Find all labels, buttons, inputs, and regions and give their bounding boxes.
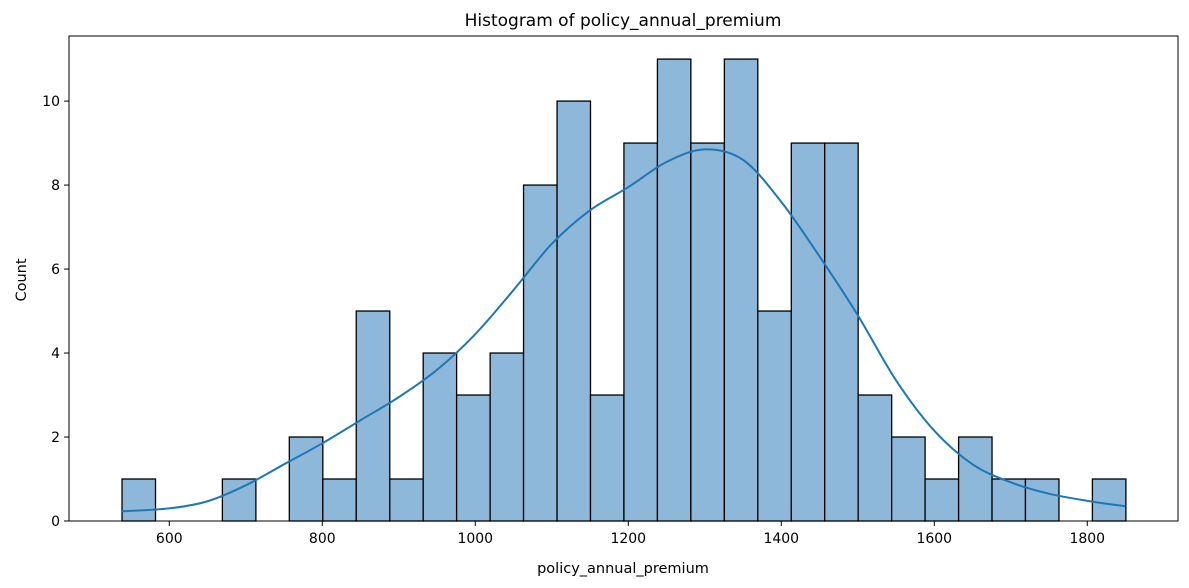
x-tick-label: 1200 <box>610 531 646 547</box>
x-tick-label: 800 <box>309 531 336 547</box>
histogram-bar <box>656 58 692 522</box>
histogram-bar <box>723 58 759 522</box>
histogram-bar <box>790 142 826 522</box>
chart-title: Histogram of policy_annual_premium <box>465 11 782 31</box>
histogram-bar <box>690 142 726 522</box>
y-tick-label: 2 <box>51 430 60 446</box>
histogram-bar <box>757 310 792 522</box>
x-axis-ticks: 600 800 1000 1200 1400 1600 1800 <box>156 521 1105 547</box>
x-tick-label: 1400 <box>763 531 799 547</box>
histogram-bar <box>489 352 525 522</box>
histogram-bar <box>924 478 960 522</box>
histogram-bar <box>824 142 859 522</box>
histogram-bar <box>891 436 926 522</box>
histogram-bar <box>623 142 659 522</box>
histogram-bar <box>288 436 324 522</box>
bars-group <box>121 58 1127 522</box>
x-tick-label: 1000 <box>457 531 493 547</box>
histogram-bar <box>389 478 424 522</box>
histogram-bar <box>121 478 157 522</box>
y-tick-label: 10 <box>42 94 60 110</box>
x-tick-label: 1600 <box>916 531 952 547</box>
histogram-bar <box>1024 478 1060 522</box>
histogram-bar <box>1091 478 1127 522</box>
y-axis-ticks: 0 2 4 6 8 10 <box>42 94 69 530</box>
histogram-bar <box>957 436 993 522</box>
y-tick-label: 0 <box>51 514 60 530</box>
y-tick-label: 4 <box>51 346 60 362</box>
histogram-bar <box>221 478 257 522</box>
y-tick-label: 6 <box>51 262 60 278</box>
plot-frame <box>68 35 1179 522</box>
histogram-bar <box>322 478 357 522</box>
histogram-bar <box>522 184 558 522</box>
y-axis-label: Count <box>14 258 30 301</box>
y-tick-label: 8 <box>51 178 60 194</box>
x-tick-label: 600 <box>156 531 183 547</box>
histogram-bar <box>857 394 893 522</box>
histogram-bar <box>355 310 391 522</box>
histogram-bar <box>455 394 491 522</box>
histogram-bar <box>556 100 592 522</box>
kde-line <box>121 148 1126 513</box>
x-axis-label: policy_annual_premium <box>537 561 709 577</box>
histogram-bar <box>589 394 625 522</box>
histogram-bar <box>422 352 458 522</box>
x-tick-label: 1800 <box>1069 531 1105 547</box>
